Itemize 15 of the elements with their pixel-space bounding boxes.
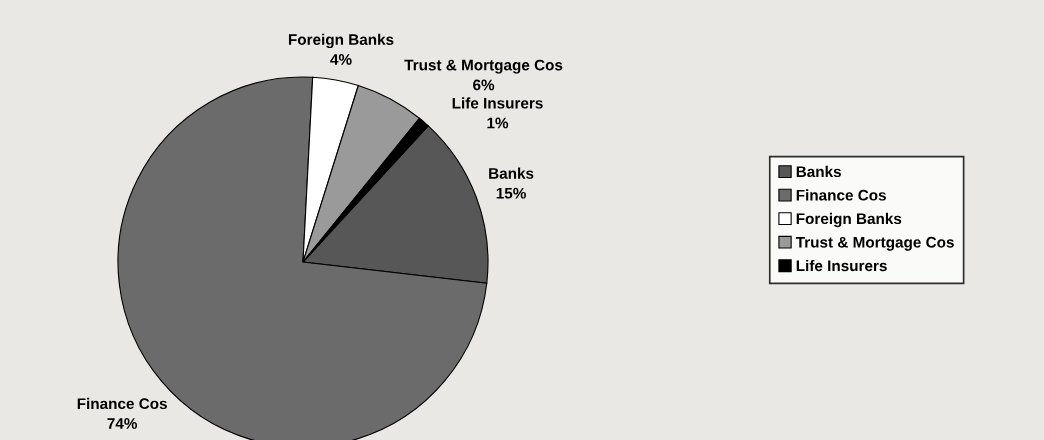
- slice-label: Life Insurers: [452, 97, 543, 109]
- data-label: 4%: [330, 54, 352, 65]
- legend-label: Banks: [796, 165, 841, 178]
- slice-label: Foreign Banks: [288, 33, 394, 49]
- data-label: 6%: [473, 79, 495, 91]
- slice-label: Banks: [489, 167, 534, 179]
- data-label: 74%: [107, 418, 138, 429]
- legend-label: Trust & Mortgage Cos: [795, 236, 954, 251]
- slice-label: Finance Cos: [77, 397, 167, 410]
- legend-label: Foreign Banks: [796, 212, 902, 228]
- legend-label: Life Insurers: [796, 259, 887, 272]
- data-label: 1%: [487, 117, 509, 129]
- legend-label: Finance Cos: [796, 189, 886, 201]
- slice-label: Trust & Mortgage Cos: [404, 59, 563, 74]
- data-label: 15%: [496, 187, 526, 199]
